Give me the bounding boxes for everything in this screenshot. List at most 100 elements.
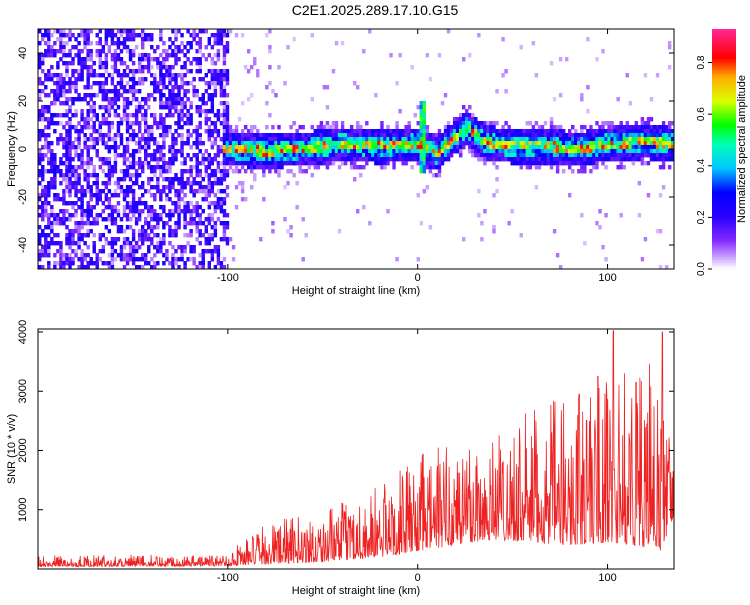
spectrogram-cell (213, 81, 218, 86)
spectrogram-cell (216, 201, 221, 206)
spectrogram-cell (174, 105, 178, 110)
spectrogram-cell (256, 153, 260, 158)
spectrogram-cell (334, 121, 339, 126)
colorbar-segment (712, 175, 736, 178)
spectrogram-cell (210, 181, 215, 186)
spectrogram-cell (558, 141, 563, 146)
spectrogram-cell (56, 137, 60, 142)
spectrogram-cell (607, 137, 611, 142)
spectrogram-cell (128, 125, 133, 130)
spectrogram-cell (201, 189, 205, 194)
spectrogram-cell (116, 133, 121, 138)
spectrogram-cell (168, 125, 172, 130)
spectrogram-cell (468, 133, 472, 138)
colorbar-segment (712, 153, 736, 156)
spectrogram-cell (134, 241, 139, 246)
spectrogram-cell (201, 101, 205, 106)
spectrogram-cell (104, 241, 109, 246)
spectrogram-cell (95, 185, 99, 190)
spectrogram-cell (47, 49, 51, 54)
spectrogram-cell (125, 101, 130, 106)
spectrogram-cell (607, 121, 611, 126)
spectrogram-cell (110, 29, 115, 34)
spectrogram-cell (134, 69, 139, 74)
spectrogram-cell (525, 141, 530, 146)
spectrogram-cell (98, 121, 102, 126)
spectrogram-cell (77, 189, 81, 194)
spectrogram-cell (343, 129, 348, 134)
spectrogram-cell (422, 161, 427, 166)
spectrogram-cell (334, 41, 339, 46)
spectrogram-cell (50, 157, 54, 162)
spectrogram-cell (383, 133, 387, 138)
spectrogram-cell (586, 129, 590, 134)
spectrogram-cell (604, 141, 608, 146)
spectrogram-cell (71, 169, 75, 174)
spectrogram-cell (92, 113, 96, 118)
spectrogram-cell (71, 165, 75, 170)
spectrogram-cell (274, 165, 278, 170)
spectrogram-cell (125, 253, 130, 258)
spectrogram-cell (122, 257, 127, 262)
spectrogram-cell (38, 61, 42, 66)
spectrogram-cell (434, 153, 439, 158)
spectrogram-cell (134, 217, 139, 222)
spectrogram-cell (231, 169, 236, 174)
spectrogram-cell (122, 97, 127, 102)
spectrogram-cell (613, 153, 617, 158)
spectrogram-cell (640, 121, 645, 126)
spectrogram-cell (104, 141, 109, 146)
spectrogram-cell (349, 165, 354, 170)
spectrogram-cell (513, 161, 517, 166)
spectrogram-cell (422, 149, 427, 154)
spectrogram-cell (122, 169, 127, 174)
spectrogram-cell (83, 45, 87, 50)
spectrogram-cell (186, 205, 190, 210)
spectrogram-cell (392, 145, 396, 150)
spectrogram-cell (413, 145, 417, 150)
spectrogram-cell (134, 133, 139, 138)
spectrogram-cell (580, 213, 584, 218)
spectrogram-cell (162, 189, 166, 194)
spectrogram-cell (92, 145, 96, 150)
spectrogram-cell (59, 209, 63, 214)
spectrogram-cell (443, 149, 448, 154)
spectrogram-cell (595, 153, 599, 158)
spectrogram-cell (131, 149, 136, 154)
spectrogram-cell (68, 241, 72, 246)
spectrogram-cell (471, 133, 475, 138)
spectrogram-cell (346, 129, 351, 134)
spectrogram-cell (47, 33, 51, 38)
spectrogram-cell (495, 177, 499, 182)
spectrogram-cell (531, 149, 536, 154)
spectrogram-cell (131, 237, 136, 242)
spectrogram-cell (74, 173, 78, 178)
spectrogram-cell (216, 77, 221, 82)
spectrogram-cell (434, 161, 439, 166)
spectrogram-cell (113, 149, 118, 154)
spectrogram-cell (256, 141, 260, 146)
spectrogram-cell (216, 245, 221, 250)
spectrogram-cell (262, 141, 266, 146)
spectrogram-cell (622, 137, 626, 142)
spectrogram-cell (549, 61, 554, 66)
spectrogram-cell (298, 133, 302, 138)
spectrogram-cell (262, 145, 266, 150)
spectrogram-cell (53, 265, 57, 269)
spectrogram-cell (422, 169, 427, 174)
spectrogram-cell (150, 65, 154, 70)
spectrogram-cell (189, 201, 193, 206)
spectrogram-cell (95, 265, 99, 269)
spectrogram-cell (83, 133, 87, 138)
spectrogram-cell (156, 125, 160, 130)
spectrogram-cell (356, 157, 360, 162)
spectrogram-cell (362, 153, 366, 158)
colorbar-segment (712, 199, 736, 202)
spectrogram-cell (462, 141, 466, 146)
spectrogram-cell (480, 125, 484, 130)
spectrogram-cell (207, 37, 212, 42)
spectrogram-cell (113, 65, 118, 70)
spectrogram-cell (147, 125, 151, 130)
spectrogram-cell (140, 185, 145, 190)
spectrogram-cell (98, 49, 102, 54)
